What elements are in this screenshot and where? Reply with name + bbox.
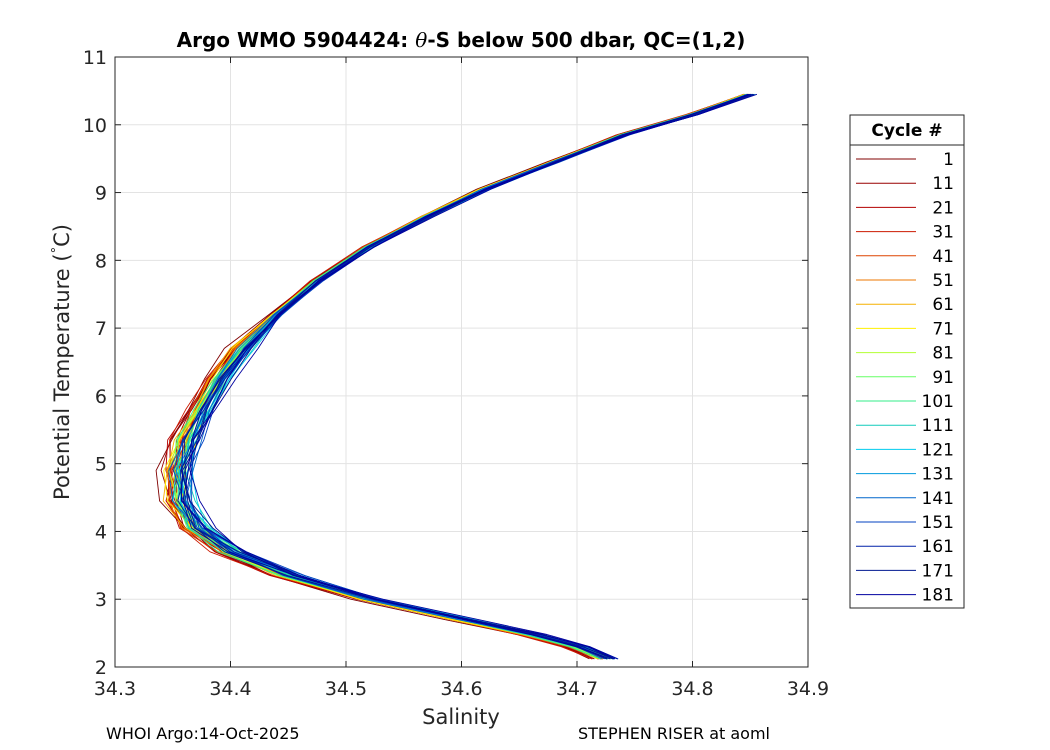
y-tick-label: 8 <box>95 250 107 272</box>
y-tick-label: 3 <box>95 589 107 611</box>
x-tick-label: 34.4 <box>209 678 251 700</box>
x-tick-label: 34.5 <box>325 678 367 700</box>
title-theta: θ <box>415 28 427 52</box>
legend-label: 31 <box>932 223 954 243</box>
y-tick-label: 6 <box>95 386 107 408</box>
y-tick-label: 9 <box>95 183 107 205</box>
legend-label: 111 <box>922 416 954 436</box>
legend-label: 131 <box>922 465 954 485</box>
y-tick-label: 10 <box>83 115 107 137</box>
y-label-suffix: C) <box>50 224 74 247</box>
legend-label: 71 <box>932 319 954 339</box>
x-tick-label: 34.6 <box>440 678 482 700</box>
legend-entries: 1112131415161718191101111121131141151161… <box>856 150 954 606</box>
legend-label: 171 <box>922 561 954 581</box>
legend-label: 41 <box>932 247 954 267</box>
axis-ticks: 34.3 34.4 34.5 34.6 34.7 34.8 34.9 2 3 4 5 6 7 8 9 10 11 <box>83 47 829 700</box>
footer-right: STEPHEN RISER at aoml <box>578 724 770 743</box>
title-prefix: Argo WMO 5904424: <box>177 28 416 52</box>
legend-label: 101 <box>922 392 954 412</box>
profile-line-cycle-181 <box>182 93 749 660</box>
legend-label: 11 <box>932 174 954 194</box>
profile-line-cycle-181 <box>189 93 758 660</box>
legend-label: 91 <box>932 368 954 388</box>
chart-title: Argo WMO 5904424: θ-S below 500 dbar, QC… <box>177 28 746 52</box>
x-tick-label: 34.3 <box>94 678 136 700</box>
y-label-degree: ° <box>50 247 65 254</box>
legend-title: Cycle # <box>871 121 942 141</box>
title-suffix: -S below 500 dbar, QC=(1,2) <box>427 28 745 52</box>
legend-label: 21 <box>932 198 954 218</box>
x-tick-label: 34.8 <box>671 678 713 700</box>
legend-label: 121 <box>922 440 954 460</box>
legend-label: 151 <box>922 513 954 533</box>
y-tick-label: 4 <box>95 521 107 543</box>
legend-label: 61 <box>932 295 954 315</box>
legend-label: 51 <box>932 271 954 291</box>
y-tick-label: 7 <box>95 318 107 340</box>
y-label-prefix: Potential Temperature ( <box>50 253 74 500</box>
legend-label: 141 <box>922 489 954 509</box>
legend: Cycle # 11121314151617181911011111211311… <box>849 114 965 609</box>
legend-box <box>849 114 965 609</box>
legend-label: 1 <box>943 150 954 170</box>
y-axis-label: Potential Temperature (°C) <box>50 224 74 500</box>
footer-left: WHOI Argo:14-Oct-2025 <box>106 724 300 743</box>
x-tick-label: 34.7 <box>556 678 598 700</box>
profile-line-cycle-71 <box>163 93 747 660</box>
y-tick-label: 11 <box>83 47 107 69</box>
profile-line-cycle-181 <box>180 93 751 660</box>
y-tick-label: 5 <box>95 454 107 476</box>
profile-lines <box>155 93 758 660</box>
legend-label: 161 <box>922 537 954 557</box>
x-tick-label: 34.9 <box>787 678 829 700</box>
y-tick-label: 2 <box>95 657 107 679</box>
legend-label: 181 <box>922 586 954 606</box>
x-axis-label: Salinity <box>422 705 500 729</box>
legend-label: 81 <box>932 344 954 364</box>
